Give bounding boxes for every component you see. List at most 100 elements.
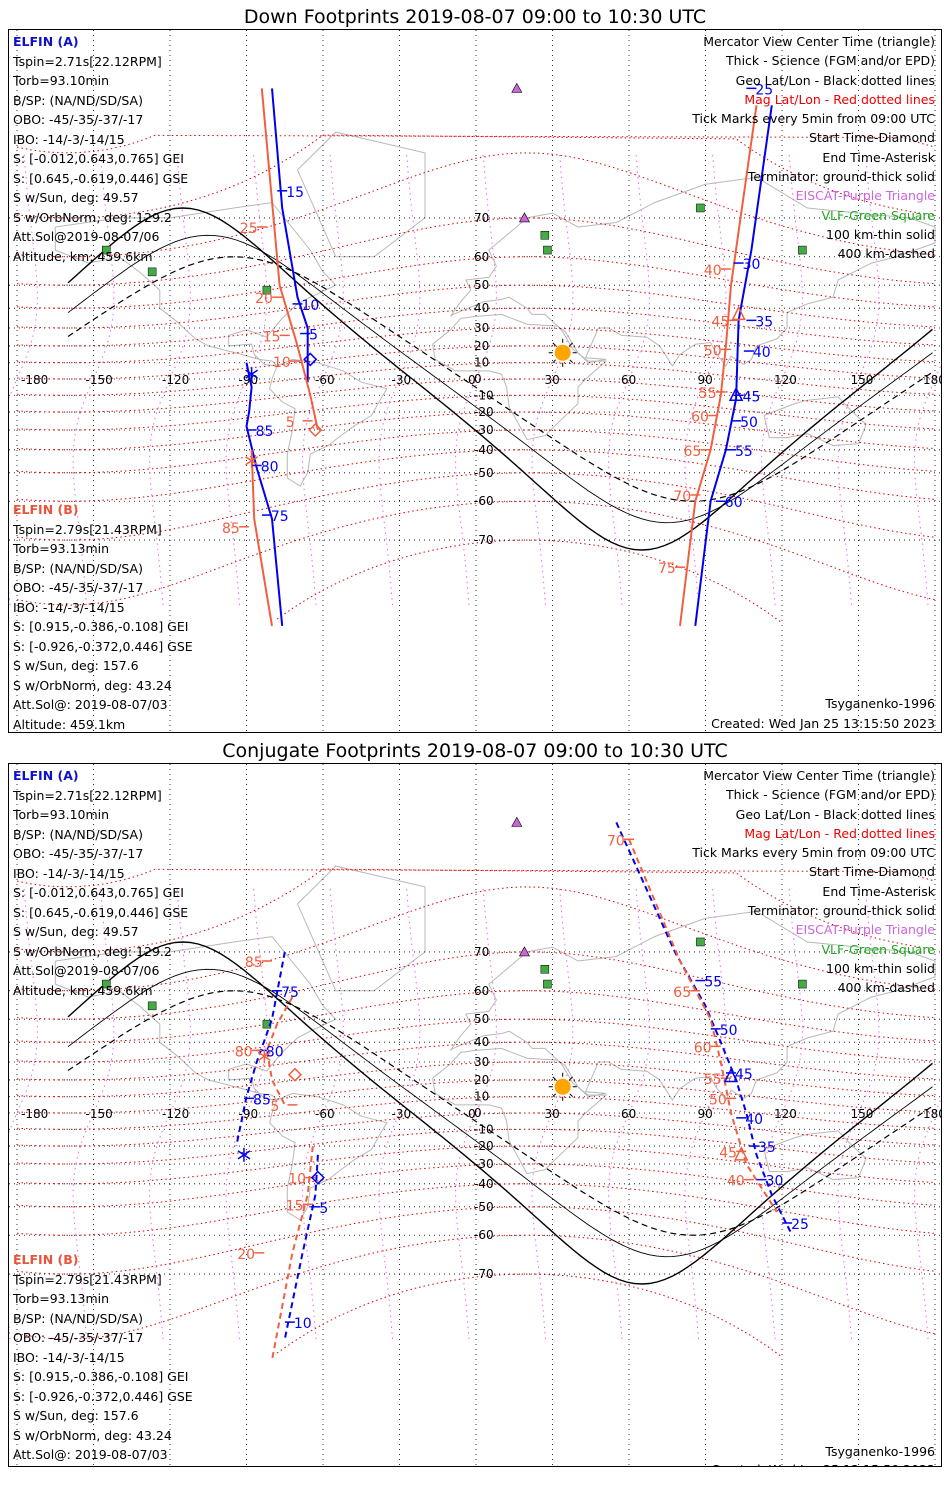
info-line: S w/OrbNorm, deg: 43.24: [13, 1427, 172, 1443]
lat-tick-label: 30: [474, 321, 489, 335]
info-line: S: [-0.926,-0.372,0.446] GSE: [13, 638, 193, 654]
info-line: B/SP: (NA/ND/SD/SA): [13, 560, 143, 576]
lon-tick-label: -120: [162, 1107, 189, 1121]
lon-tick-label: -150: [86, 373, 113, 387]
eiscat-triangle: [518, 212, 530, 223]
lat-tick-label: 40: [474, 301, 489, 315]
elfin-b-tick-label: 70: [607, 833, 625, 849]
mag-meridian: [608, 886, 650, 1340]
elfin-b-tick-label: 75: [658, 561, 676, 577]
lat-tick-label: 0: [474, 372, 482, 386]
legend-item: Mercator View Center Time (triangle): [703, 768, 935, 783]
lon-tick-label: 60: [621, 373, 636, 387]
mag-meridian: [149, 886, 191, 1340]
lat-tick-label: -30: [474, 1157, 494, 1171]
spacecraft-header: ELFIN (A): [13, 34, 79, 49]
lon-tick-label: 30: [545, 373, 560, 387]
lat-tick-label: 60: [474, 250, 489, 264]
mag-meridian: [149, 152, 191, 606]
info-line: OBO: -45/-35/-37/-17: [13, 846, 144, 861]
info-line: Altitude, km: 459.6km: [13, 982, 153, 998]
lat-tick-label: -70: [474, 533, 494, 547]
lat-tick-label: -70: [474, 1267, 494, 1281]
lon-tick-label: -30: [392, 373, 412, 387]
mag-latitude-line: [16, 1145, 936, 1185]
lat-tick-label: 70: [474, 211, 489, 225]
legend-item: 100 km-thin solid: [826, 226, 935, 242]
spacecraft-header: ELFIN (A): [13, 768, 79, 783]
lon-tick-label: -60: [315, 373, 335, 387]
center-triangle: [731, 305, 746, 321]
info-line: IBO: -14/-3/-14/15: [13, 131, 125, 147]
terminator-400km: [67, 256, 933, 502]
end-asterisk: [245, 369, 259, 379]
info-line: S: [-0.012,0.643,0.765] GEI: [13, 151, 184, 166]
end-asterisk: [237, 1150, 251, 1160]
legend-item: Thick - Science (FGM and/or EPD): [726, 787, 935, 803]
mag-meridian: [455, 152, 497, 606]
lat-tick-label: 10: [474, 1090, 489, 1104]
legend-item: Start Time-Diamond: [808, 864, 935, 880]
coastline: [763, 396, 867, 447]
elfin-a-tick-label: 40: [745, 1112, 763, 1128]
lon-tick-label: 180: [923, 1107, 942, 1121]
coastline: [450, 910, 936, 1101]
elfin-b-track: [271, 1145, 314, 1361]
legend-item: Geo Lat/Lon - Black dotted lines: [735, 806, 935, 822]
info-line: IBO: -14/-3/-14/15: [13, 599, 125, 615]
info-line: Att.Sol@2019-08-07/06: [13, 963, 160, 978]
info-line: S: [0.915,-0.386,-0.108] GEI: [13, 1369, 189, 1384]
elfin-a-tick-label: 40: [753, 345, 771, 361]
sun-ray: [552, 1093, 556, 1097]
lon-tick-label: 30: [545, 1107, 560, 1121]
lat-tick-label: -30: [474, 423, 494, 437]
lat-tick-label: 60: [474, 984, 489, 998]
coastline: [54, 202, 337, 367]
info-line: S: [-0.012,0.643,0.765] GEI: [13, 885, 184, 900]
info-line: OBO: -45/-35/-37/-17: [13, 1330, 144, 1345]
mag-latitude-line: [16, 1041, 936, 1081]
mag-latitude-line: [16, 1079, 936, 1114]
info-line: Att.Sol@2019-08-07/06: [13, 229, 160, 244]
panel-title: Conjugate Footprints 2019-08-07 09:00 to…: [222, 740, 728, 762]
sun-ray: [552, 359, 556, 363]
elfin-b-tick-label: 20: [237, 1247, 255, 1263]
elfin-a-tick-label: 55: [735, 444, 753, 460]
lon-tick-label: -60: [315, 1107, 335, 1121]
info-line: S w/OrbNorm, deg: 43.24: [13, 677, 172, 693]
vlf-square: [540, 231, 550, 240]
spacecraft-header: ELFIN (B): [13, 1252, 79, 1267]
legend: Mercator View Center Time (triangle) Thic…: [692, 32, 935, 264]
elfin-b-tick-label: 50: [709, 1092, 727, 1108]
elfin-b-track: [679, 105, 758, 627]
lat-tick-label: 70: [474, 945, 489, 959]
sun-ray: [569, 359, 573, 363]
elfin-b-tick-label: 5: [270, 1099, 279, 1115]
terminator-100km: [67, 234, 933, 524]
vlf-square: [798, 979, 807, 989]
mag-latitude-line: [16, 134, 936, 219]
lat-tick-label: 20: [474, 1073, 489, 1087]
elfin-b-tick-label: 15: [286, 1198, 304, 1214]
mag-latitude-line: [16, 1018, 936, 1063]
legend-item: EISCAT-Purple Triangle: [795, 188, 935, 204]
elfin-b-tick-label: 85: [245, 955, 263, 971]
sun-ray: [569, 342, 573, 347]
center-triangle: [733, 1146, 749, 1161]
lat-tick-label: -10: [474, 388, 494, 402]
vlf-square: [696, 203, 705, 213]
info-line: S w/Sun, deg: 157.6: [13, 1408, 139, 1423]
info-line: B/SP: (NA/ND/SD/SA): [13, 92, 143, 108]
mag-meridian: [761, 886, 803, 1340]
legend-item: Start Time-Diamond: [808, 130, 935, 146]
elfin-a-tick-label: 30: [766, 1174, 784, 1190]
legend-item: 100 km-thin solid: [826, 960, 935, 976]
legend-item: Mag Lat/Lon - Red dotted lines: [744, 825, 935, 841]
coastline: [432, 1047, 608, 1175]
legend-item: End Time-Asterisk: [822, 883, 935, 899]
info-line: Altitude: 459.1km: [13, 1465, 193, 1467]
lon-tick-label: 90: [698, 373, 713, 387]
mag-latitude-line: [16, 449, 936, 502]
legend-item: Thick - Science (FGM and/or EPD): [726, 53, 935, 69]
elfin-b-tick-label: 20: [255, 291, 273, 307]
